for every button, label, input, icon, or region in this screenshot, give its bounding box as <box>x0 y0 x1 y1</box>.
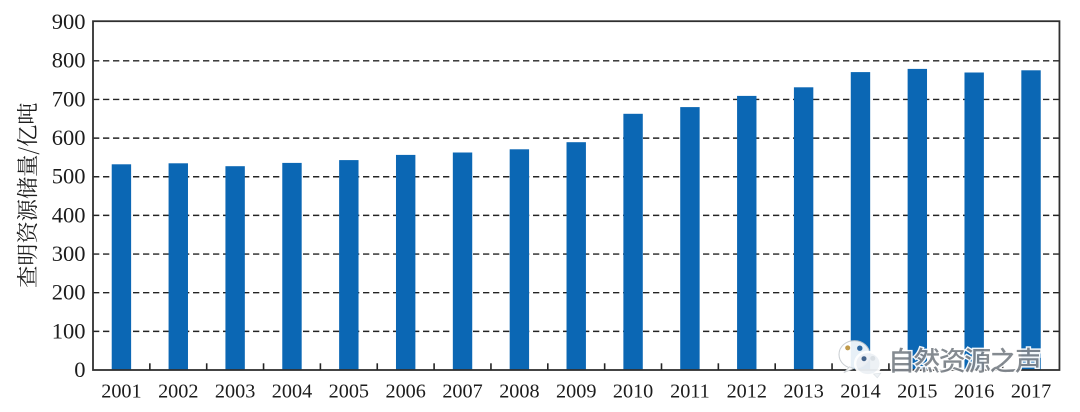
svg-text:2003: 2003 <box>215 381 255 403</box>
svg-text:2011: 2011 <box>670 381 710 403</box>
svg-text:500: 500 <box>52 164 86 189</box>
svg-text:2005: 2005 <box>329 381 369 403</box>
svg-text:2012: 2012 <box>727 381 767 403</box>
svg-text:2007: 2007 <box>442 381 482 403</box>
svg-text:2017: 2017 <box>1011 381 1051 403</box>
svg-text:2001: 2001 <box>101 381 141 403</box>
svg-text:800: 800 <box>52 48 86 73</box>
svg-text:600: 600 <box>52 125 86 150</box>
svg-text:100: 100 <box>52 318 86 343</box>
svg-text:2015: 2015 <box>897 381 937 403</box>
svg-text:2002: 2002 <box>158 381 198 403</box>
svg-text:700: 700 <box>52 86 86 111</box>
svg-text:2006: 2006 <box>385 381 425 403</box>
svg-text:200: 200 <box>52 280 86 305</box>
svg-text:2014: 2014 <box>840 381 880 403</box>
svg-text:2010: 2010 <box>613 381 653 403</box>
svg-text:900: 900 <box>52 9 86 34</box>
svg-text:2004: 2004 <box>272 381 312 403</box>
svg-text:400: 400 <box>52 202 86 227</box>
svg-text:2009: 2009 <box>556 381 596 403</box>
svg-text:2016: 2016 <box>954 381 994 403</box>
svg-text:0: 0 <box>74 357 85 382</box>
svg-text:2013: 2013 <box>783 381 823 403</box>
svg-text:2008: 2008 <box>499 381 539 403</box>
svg-text:300: 300 <box>52 241 86 266</box>
